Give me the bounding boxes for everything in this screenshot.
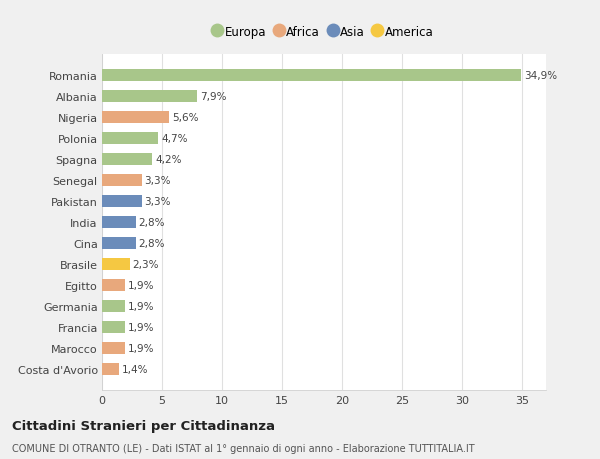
Bar [102, 196, 142, 207]
Bar [102, 238, 136, 249]
Bar [102, 70, 521, 82]
Text: 1,9%: 1,9% [128, 343, 154, 353]
Text: 1,9%: 1,9% [128, 280, 154, 291]
Bar [102, 364, 119, 375]
Text: 1,9%: 1,9% [128, 322, 154, 332]
Bar [102, 112, 169, 123]
Bar [102, 217, 136, 229]
Text: Cittadini Stranieri per Cittadinanza: Cittadini Stranieri per Cittadinanza [12, 419, 275, 432]
Text: 4,2%: 4,2% [155, 155, 182, 165]
Text: 1,9%: 1,9% [128, 302, 154, 311]
Bar [102, 280, 125, 291]
Bar [102, 91, 197, 103]
Bar [102, 133, 158, 145]
Text: 4,7%: 4,7% [161, 134, 188, 144]
Text: 3,3%: 3,3% [145, 197, 171, 207]
Text: 2,8%: 2,8% [139, 239, 165, 248]
Text: 2,8%: 2,8% [139, 218, 165, 228]
Bar [102, 322, 125, 333]
Bar [102, 259, 130, 270]
Bar [102, 301, 125, 312]
Bar [102, 154, 152, 166]
Text: 5,6%: 5,6% [172, 113, 199, 123]
Text: 1,4%: 1,4% [122, 364, 148, 374]
Text: COMUNE DI OTRANTO (LE) - Dati ISTAT al 1° gennaio di ogni anno - Elaborazione TU: COMUNE DI OTRANTO (LE) - Dati ISTAT al 1… [12, 443, 475, 453]
Text: 3,3%: 3,3% [145, 176, 171, 186]
Bar [102, 342, 125, 354]
Bar [102, 175, 142, 186]
Legend: Europa, Africa, Asia, America: Europa, Africa, Asia, America [209, 21, 439, 43]
Text: 34,9%: 34,9% [524, 71, 557, 81]
Text: 2,3%: 2,3% [133, 259, 159, 269]
Text: 7,9%: 7,9% [200, 92, 226, 102]
